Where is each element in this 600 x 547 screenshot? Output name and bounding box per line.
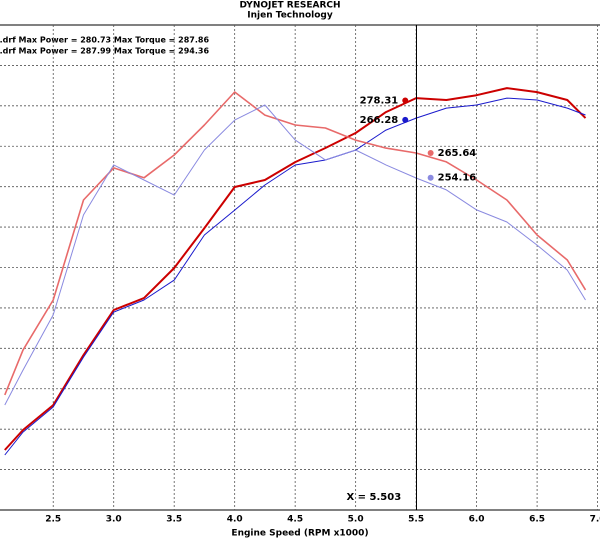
value-marker [427, 174, 434, 181]
x-tick-label: 5.0 [348, 515, 364, 525]
value-label: 266.28 [360, 115, 399, 126]
x-tick-label: 4.0 [227, 515, 243, 525]
x-tick-label: 4.5 [287, 515, 303, 525]
value-label: 278.31 [360, 95, 399, 106]
x-tick-label: 3.5 [166, 515, 182, 525]
value-marker [427, 149, 434, 156]
chart-subtitle: Injen Technology [247, 11, 333, 21]
chart-title: DYNOJET RESEARCH [239, 1, 340, 11]
run-legend: 3.drf Max Power = 280.73 Max Torque = 28… [0, 36, 209, 45]
x-tick-label: 6.0 [469, 515, 485, 525]
x-tick-label: 7.0 [590, 515, 600, 525]
value-label: 265.64 [438, 148, 477, 159]
x-tick-label: 3.0 [106, 515, 122, 525]
run-legend: 7.drf Max Power = 287.99 Max Torque = 29… [0, 47, 209, 56]
x-tick-label: 6.5 [529, 515, 545, 525]
series-line [4, 97, 586, 456]
series-line [4, 104, 586, 406]
value-marker [402, 116, 409, 123]
plot [4, 87, 587, 456]
cursor-label: X = 5.503 [346, 492, 401, 503]
series-line [4, 91, 587, 396]
value-marker [402, 97, 409, 104]
value-label: 254.16 [438, 173, 477, 184]
x-axis-label: Engine Speed (RPM x1000) [231, 529, 368, 539]
x-tick-label: 5.5 [408, 515, 424, 525]
series-line [4, 87, 587, 451]
x-tick-label: 2.5 [45, 515, 61, 525]
